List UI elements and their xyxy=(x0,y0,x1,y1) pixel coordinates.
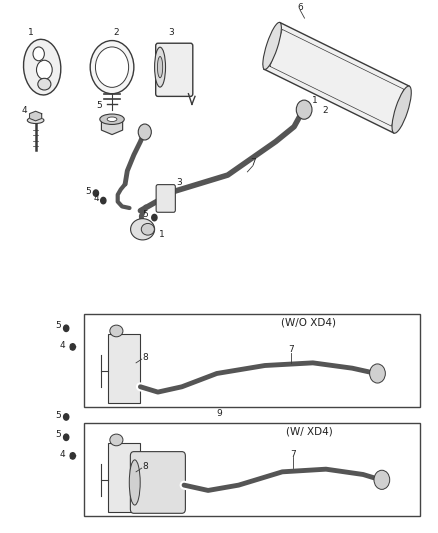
Text: 8: 8 xyxy=(142,462,148,471)
Text: 5: 5 xyxy=(85,187,91,196)
Bar xyxy=(108,334,141,403)
Text: 1: 1 xyxy=(28,28,34,37)
Ellipse shape xyxy=(27,117,44,124)
Text: 3: 3 xyxy=(168,28,174,37)
Circle shape xyxy=(138,124,151,140)
Ellipse shape xyxy=(157,56,162,78)
Circle shape xyxy=(95,47,129,87)
Text: 5: 5 xyxy=(56,430,61,439)
Ellipse shape xyxy=(110,434,123,446)
Text: 5: 5 xyxy=(56,321,61,330)
Circle shape xyxy=(90,41,134,94)
Ellipse shape xyxy=(107,117,117,122)
Ellipse shape xyxy=(263,22,281,69)
Polygon shape xyxy=(30,111,42,121)
Ellipse shape xyxy=(38,78,51,90)
Bar xyxy=(108,442,141,512)
Circle shape xyxy=(370,364,385,383)
Text: 5: 5 xyxy=(96,101,102,110)
Circle shape xyxy=(374,470,390,489)
Ellipse shape xyxy=(110,325,123,337)
Polygon shape xyxy=(265,22,410,133)
Ellipse shape xyxy=(100,114,124,124)
Text: 2: 2 xyxy=(113,28,119,37)
Circle shape xyxy=(93,190,99,196)
Text: 1: 1 xyxy=(312,95,318,104)
Text: 9: 9 xyxy=(216,409,222,418)
Text: 5: 5 xyxy=(56,411,61,420)
Text: 2: 2 xyxy=(322,106,328,115)
Text: (W/O XD4): (W/O XD4) xyxy=(281,317,336,327)
FancyBboxPatch shape xyxy=(131,451,185,513)
Circle shape xyxy=(152,214,157,221)
Text: 1: 1 xyxy=(159,230,165,239)
Polygon shape xyxy=(102,117,123,134)
Text: 4: 4 xyxy=(60,341,66,350)
Ellipse shape xyxy=(131,219,155,240)
Ellipse shape xyxy=(129,460,140,505)
Text: 4: 4 xyxy=(22,106,28,115)
Text: 5: 5 xyxy=(143,210,148,219)
Circle shape xyxy=(70,344,75,350)
FancyBboxPatch shape xyxy=(156,184,175,212)
Circle shape xyxy=(64,434,69,440)
Circle shape xyxy=(296,100,312,119)
Text: 7: 7 xyxy=(250,158,256,167)
Text: 7: 7 xyxy=(290,450,296,459)
Circle shape xyxy=(64,325,69,332)
Circle shape xyxy=(64,414,69,420)
Text: 3: 3 xyxy=(176,178,182,187)
Text: 8: 8 xyxy=(142,353,148,362)
FancyBboxPatch shape xyxy=(155,43,193,96)
Bar xyxy=(84,314,420,407)
Ellipse shape xyxy=(141,223,154,235)
Bar xyxy=(84,423,420,516)
Ellipse shape xyxy=(392,86,411,133)
Circle shape xyxy=(36,60,52,79)
Text: 4: 4 xyxy=(60,449,66,458)
Text: 6: 6 xyxy=(297,3,303,12)
Ellipse shape xyxy=(155,47,166,87)
Text: (W/ XD4): (W/ XD4) xyxy=(286,426,332,437)
Circle shape xyxy=(33,47,44,61)
Text: 4: 4 xyxy=(93,195,99,204)
Circle shape xyxy=(70,453,75,459)
Text: 7: 7 xyxy=(288,345,294,354)
Ellipse shape xyxy=(24,39,61,95)
Circle shape xyxy=(101,197,106,204)
